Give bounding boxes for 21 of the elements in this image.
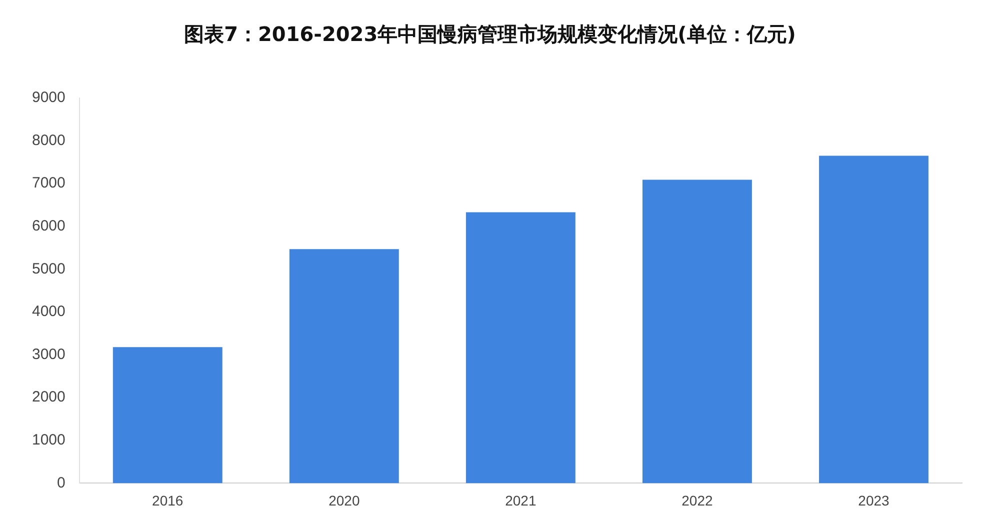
bar (466, 212, 576, 484)
y-tick-label: 1000 (32, 432, 66, 449)
chart-title: 图表7：2016-2023年中国慢病管理市场规模变化情况(单位：亿元) (184, 22, 796, 46)
x-tick-label: 2020 (328, 492, 360, 508)
x-tick-label: 2016 (152, 492, 184, 508)
y-tick-label: 0 (57, 474, 66, 492)
y-tick-label: 4000 (32, 303, 66, 320)
bar (819, 156, 928, 484)
y-tick-label: 9000 (32, 89, 66, 106)
bar (642, 180, 752, 484)
y-tick-label: 2000 (32, 388, 66, 406)
y-tick-label: 8000 (32, 132, 66, 149)
y-tick-label: 6000 (32, 218, 66, 235)
x-tick-label: 2022 (682, 492, 713, 508)
x-tick-label: 2021 (505, 492, 536, 508)
y-tick-label: 7000 (32, 174, 66, 192)
bar (289, 249, 399, 484)
bar (112, 347, 222, 484)
y-tick-label: 3000 (32, 346, 66, 363)
y-tick-label: 5000 (32, 260, 66, 278)
x-tick-label: 2023 (858, 492, 890, 508)
